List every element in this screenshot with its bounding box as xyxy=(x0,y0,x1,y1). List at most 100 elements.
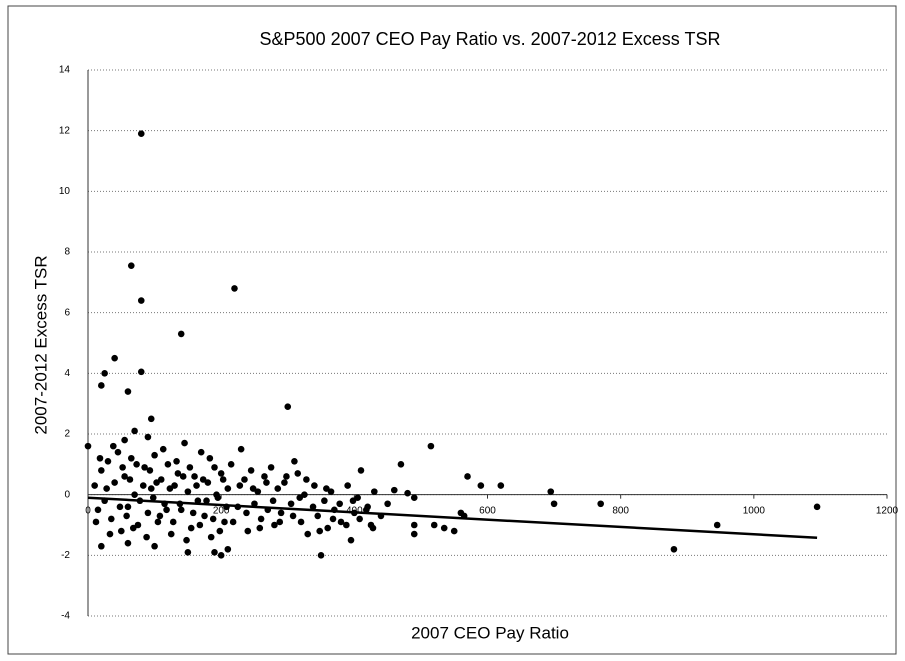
data-point xyxy=(144,509,152,517)
data-point xyxy=(116,503,124,511)
data-point xyxy=(337,518,345,526)
data-point xyxy=(133,461,140,468)
data-point xyxy=(477,482,485,489)
data-point xyxy=(450,527,458,535)
data-point xyxy=(217,470,225,477)
data-point xyxy=(98,542,105,550)
y-tick-label: 4 xyxy=(64,368,70,379)
data-point xyxy=(263,479,270,486)
data-point xyxy=(119,464,126,471)
data-point xyxy=(274,485,282,492)
x-tick-label: 800 xyxy=(612,505,629,516)
data-point xyxy=(204,479,212,486)
data-point xyxy=(369,524,377,532)
data-point xyxy=(98,467,105,474)
data-point xyxy=(397,461,405,468)
data-point xyxy=(356,515,363,523)
data-point xyxy=(404,489,411,497)
data-point xyxy=(316,527,324,535)
data-point xyxy=(196,521,204,529)
chart-frame xyxy=(7,5,897,655)
data-point xyxy=(329,515,337,523)
data-point xyxy=(94,506,102,514)
data-point xyxy=(124,503,132,511)
data-point xyxy=(244,527,252,535)
data-point xyxy=(206,454,214,462)
data-point xyxy=(104,458,112,465)
data-point xyxy=(261,473,268,480)
data-point xyxy=(670,545,678,553)
y-tick-label: 8 xyxy=(64,247,70,258)
x-tick-label: 0 xyxy=(85,505,91,516)
data-point xyxy=(143,533,150,541)
data-point xyxy=(173,458,180,465)
data-point xyxy=(281,479,288,486)
data-point xyxy=(224,485,232,492)
x-tick-label: 1000 xyxy=(743,505,766,516)
data-point xyxy=(187,524,195,532)
data-point xyxy=(410,521,418,529)
y-tick-label: 6 xyxy=(64,307,70,318)
data-point xyxy=(301,491,308,498)
data-point xyxy=(101,370,108,377)
data-point xyxy=(141,464,148,471)
data-point xyxy=(164,461,172,468)
data-point xyxy=(153,479,160,486)
data-point xyxy=(131,427,138,435)
data-point xyxy=(209,515,217,523)
data-point xyxy=(134,521,142,529)
x-axis-title: 2007 CEO Pay Ratio xyxy=(411,623,569,642)
data-point xyxy=(108,515,115,523)
data-point xyxy=(146,467,154,474)
data-point xyxy=(256,524,264,532)
data-point xyxy=(127,454,135,462)
data-point xyxy=(269,497,277,505)
data-point xyxy=(354,494,361,502)
data-point xyxy=(236,482,244,489)
data-point xyxy=(357,467,365,474)
data-point xyxy=(243,509,250,517)
data-point xyxy=(813,503,821,511)
data-point xyxy=(344,482,351,489)
data-point xyxy=(291,458,298,465)
data-point xyxy=(254,488,262,495)
data-point xyxy=(384,500,391,508)
data-point xyxy=(550,500,558,508)
x-tick-label: 1200 xyxy=(876,505,899,516)
x-tick-label: 600 xyxy=(479,505,496,516)
trend-line xyxy=(87,496,818,539)
data-point xyxy=(713,521,721,529)
y-tick-label: -2 xyxy=(61,550,70,561)
data-point xyxy=(103,485,110,492)
y-tick-label: 2 xyxy=(64,429,70,440)
data-point xyxy=(123,512,130,520)
data-point xyxy=(277,509,285,517)
data-point xyxy=(121,436,128,444)
data-point xyxy=(92,518,100,526)
data-point xyxy=(194,497,202,505)
data-point xyxy=(547,488,555,495)
data-point xyxy=(309,503,317,511)
data-point xyxy=(117,527,125,535)
data-point xyxy=(251,500,258,508)
y-tick-label: 10 xyxy=(59,186,71,197)
data-point xyxy=(159,445,167,453)
data-point xyxy=(124,539,132,547)
data-point xyxy=(390,486,398,494)
data-point xyxy=(169,518,177,526)
data-point xyxy=(84,442,92,450)
data-point xyxy=(98,382,105,389)
data-point xyxy=(219,476,227,483)
data-point xyxy=(186,464,194,471)
data-point xyxy=(124,388,132,395)
data-point xyxy=(440,524,448,532)
data-point xyxy=(151,451,158,459)
data-point xyxy=(193,482,200,489)
data-point xyxy=(427,442,435,450)
data-point xyxy=(177,506,185,514)
data-point xyxy=(114,448,122,456)
data-point xyxy=(216,527,224,535)
data-point xyxy=(183,536,190,544)
data-point xyxy=(283,473,290,480)
